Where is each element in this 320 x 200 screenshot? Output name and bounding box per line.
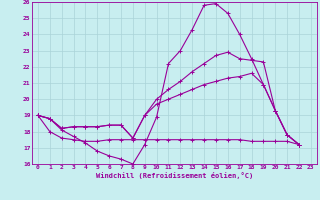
X-axis label: Windchill (Refroidissement éolien,°C): Windchill (Refroidissement éolien,°C) [96,172,253,179]
